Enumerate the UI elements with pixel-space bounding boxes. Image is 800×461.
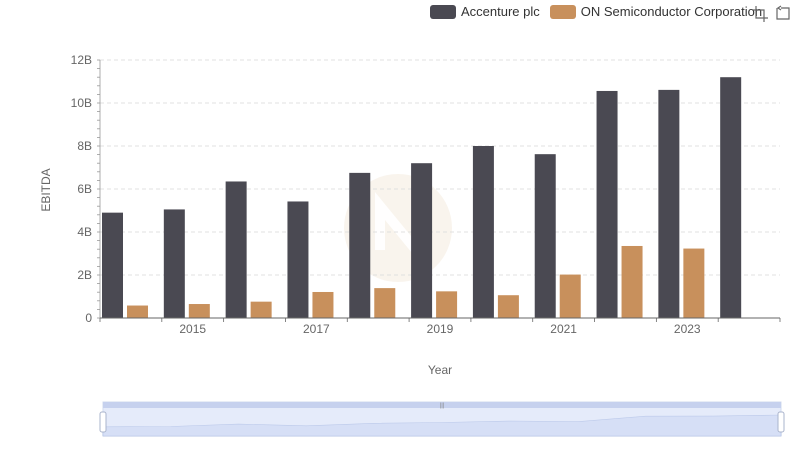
bar-on-semiconductor-2023[interactable] [683,248,705,318]
legend-swatch-on-semiconductor [549,4,576,19]
y-axis-title: EBITDA [39,168,53,211]
x-tick-label: 2021 [550,322,577,336]
bar-accenture-2022[interactable] [596,90,618,319]
x-tick-label: 2019 [427,322,454,336]
y-tick-label: 6B [77,182,92,196]
bar-series [102,77,742,319]
bar-accenture-2016[interactable] [225,181,247,318]
bar-on-semiconductor-2018[interactable] [374,288,396,318]
chart-toolbox [747,5,791,23]
zoom-slider[interactable]: ||| [99,401,785,437]
x-tick-label: 2023 [674,322,701,336]
legend-label-accenture: Accenture plc [461,4,540,19]
bar-on-semiconductor-2015[interactable] [188,304,210,318]
slider-handle-left[interactable] [99,411,107,433]
y-tick-label: 2B [77,268,92,282]
x-tick-label: 2015 [179,322,206,336]
y-tick-label: 0 [85,311,92,325]
y-gridlines [100,59,780,276]
bar-on-semiconductor-2019[interactable] [436,291,458,318]
slider-top-bar[interactable] [103,402,781,408]
y-tick-label: 4B [77,225,92,239]
bar-accenture-2021[interactable] [534,154,556,318]
bar-accenture-2020[interactable] [472,146,494,318]
bar-on-semiconductor-2017[interactable] [312,291,334,318]
y-axis-ticks: 0 2B 4B 6B 8B 10B 12B [71,53,101,325]
bar-accenture-2015[interactable] [163,209,185,318]
restore-icon[interactable] [773,5,791,23]
legend-item-accenture[interactable]: Accenture plc [430,4,540,19]
slider-handle-right[interactable] [777,411,785,433]
bar-accenture-2019[interactable] [411,163,433,318]
legend-label-on-semiconductor: ON Semiconductor Corporation [580,4,763,19]
bar-accenture-2018[interactable] [349,172,371,318]
y-tick-label: 8B [77,139,92,153]
bar-on-semiconductor-2022[interactable] [621,245,643,318]
zoom-icon[interactable] [751,5,769,23]
y-tick-label: 12B [71,53,92,67]
x-axis-title: Year [428,363,452,377]
bar-accenture-2024[interactable] [720,77,742,318]
bar-accenture-2023[interactable] [658,89,680,318]
bar-on-semiconductor-2021[interactable] [559,274,581,318]
slider-grip-icon: ||| [440,403,445,409]
x-tick-label: 2017 [303,322,330,336]
bar-accenture-2014[interactable] [102,212,123,318]
chart-legend: Accenture plc ON Semiconductor Corporati… [430,4,772,19]
legend-item-on-semiconductor[interactable]: ON Semiconductor Corporation [549,4,763,19]
y-tick-label: 10B [71,96,92,110]
legend-swatch-accenture [430,4,456,19]
x-axis: 2015 2017 2019 2021 2023 [99,317,781,336]
bar-on-semiconductor-2020[interactable] [497,295,519,318]
bar-accenture-2017[interactable] [287,201,309,318]
bar-on-semiconductor-2014[interactable] [127,305,148,318]
bar-on-semiconductor-2016[interactable] [250,301,272,318]
